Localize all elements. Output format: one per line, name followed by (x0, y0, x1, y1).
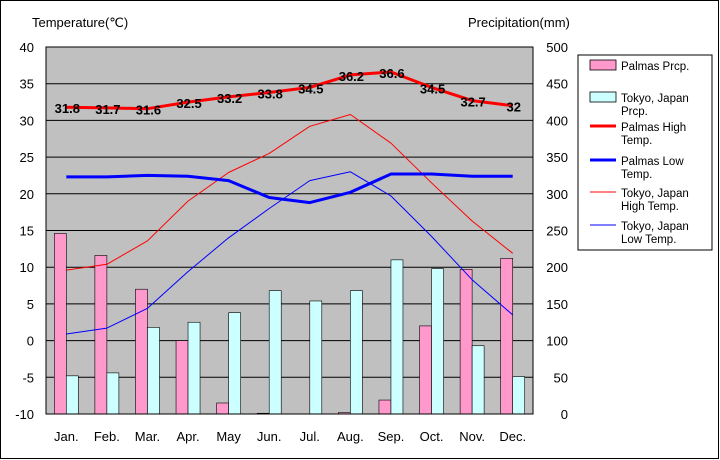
high-temp-data-label: 34.5 (298, 81, 323, 96)
y-left-tick-label: -10 (15, 407, 34, 422)
y-left-tick-label: 5 (27, 297, 34, 312)
legend-label: Palmas Low (621, 156, 684, 168)
y-left-tick-label: 10 (20, 260, 34, 275)
legend-swatch-box (589, 91, 617, 103)
legend-label: Palmas High (621, 122, 686, 134)
y-right-tick-label: 450 (546, 77, 568, 92)
y-left-tick-label: -5 (22, 370, 34, 385)
y-left-axis-title: Temperature(℃) (32, 15, 128, 30)
y-right-tick-label: 150 (546, 297, 568, 312)
high-temp-data-label: 33.2 (217, 91, 242, 106)
y-right-tick-label: 400 (546, 113, 568, 128)
temperature-line (66, 114, 514, 271)
high-temp-data-label: 36.2 (339, 69, 364, 84)
legend-label: Temp. (621, 135, 652, 147)
legend-box (577, 54, 713, 251)
legend-label: High Temp. (621, 201, 679, 213)
legend-label: Temp. (621, 169, 652, 181)
temperature-line (66, 70, 513, 111)
precip-bar (378, 399, 392, 415)
high-temp-data-label: 34.5 (420, 81, 445, 96)
precip-bar (53, 233, 67, 415)
y-left-tick-label: 25 (20, 150, 34, 165)
y-left-tick-label: 40 (20, 40, 34, 55)
precip-bar (459, 269, 473, 415)
high-temp-data-label: 33.8 (258, 87, 283, 102)
precip-bar (350, 290, 363, 415)
high-temp-data-label: 31.8 (55, 101, 80, 116)
x-tick-label: Aug. (337, 429, 364, 444)
temperature-line (66, 172, 513, 205)
high-temp-data-label: 31.6 (136, 103, 161, 118)
precipitation-bars (53, 233, 526, 415)
precip-bar (147, 327, 160, 415)
legend-label: Tokyo, Japan (621, 221, 689, 233)
precip-bar (228, 312, 241, 415)
y-right-tick-label: 50 (554, 370, 568, 385)
x-tick-label: Oct. (420, 429, 444, 444)
precip-bar (419, 325, 432, 415)
high-temp-data-label: 36.6 (379, 66, 404, 81)
x-tick-label: Jun. (257, 429, 282, 444)
x-tick-label: Mar. (135, 429, 160, 444)
high-temp-data-label: 32.5 (176, 96, 201, 111)
precip-bar (94, 255, 108, 415)
y-left-tick-label: 20 (20, 187, 34, 202)
legend-label: Prcp. (621, 106, 648, 118)
x-tick-label: Apr. (176, 429, 199, 444)
y-right-tick-label: 250 (546, 224, 568, 239)
gridlines (46, 83, 533, 378)
y-right-axis-title: Precipitation(mm) (468, 15, 570, 30)
y-right-tick-label: 200 (546, 260, 568, 275)
axis-ticks: 4035302520151050-5-105004504003503002502… (15, 40, 568, 444)
y-right-tick-label: 300 (546, 187, 568, 202)
precip-bar (216, 402, 229, 415)
x-tick-label: Sep. (378, 429, 405, 444)
precip-bar (175, 340, 189, 415)
temperature-lines (66, 70, 514, 335)
x-tick-label: Dec. (499, 429, 526, 444)
legend-swatch-box (589, 59, 617, 71)
y-left-tick-label: 0 (27, 334, 34, 349)
precip-bar (512, 376, 526, 415)
y-right-tick-label: 500 (546, 40, 568, 55)
y-right-tick-label: 350 (546, 150, 568, 165)
high-temp-data-label: 32.7 (460, 95, 485, 110)
y-left-tick-label: 15 (20, 224, 34, 239)
precip-bar (309, 300, 323, 415)
precip-bar (65, 375, 79, 415)
y-left-tick-label: 35 (20, 77, 34, 92)
temperature-line (66, 171, 514, 335)
x-tick-label: Jul. (300, 429, 320, 444)
legend-label: Low Temp. (621, 234, 676, 246)
x-tick-label: May (216, 429, 241, 444)
x-tick-label: Jan. (54, 429, 79, 444)
y-left-tick-label: 30 (20, 113, 34, 128)
precip-bar (135, 288, 148, 415)
precip-bar (187, 321, 201, 415)
precip-bar (106, 372, 120, 415)
precip-bar (471, 345, 485, 415)
x-tick-label: Nov. (459, 429, 485, 444)
legend-label: Tokyo, Japan (621, 93, 689, 105)
precip-bar (268, 290, 282, 415)
precip-bar (390, 259, 404, 415)
plot-border (45, 46, 534, 415)
legend-label: Palmas Prcp. (621, 61, 689, 73)
precip-bar (431, 268, 444, 415)
data-labels: 31.8 31.7 31.6 32.5 33.2 33.8 34.5 36.2 36.6 34.5… (55, 66, 521, 118)
legend-label: Tokyo, Japan (621, 188, 689, 200)
high-temp-data-label: 31.7 (95, 102, 120, 117)
precip-bar (500, 258, 514, 415)
high-temp-data-label: 32 (506, 100, 520, 115)
y-right-tick-label: 0 (561, 407, 568, 422)
y-right-tick-label: 100 (546, 334, 568, 349)
x-tick-label: Feb. (94, 429, 120, 444)
